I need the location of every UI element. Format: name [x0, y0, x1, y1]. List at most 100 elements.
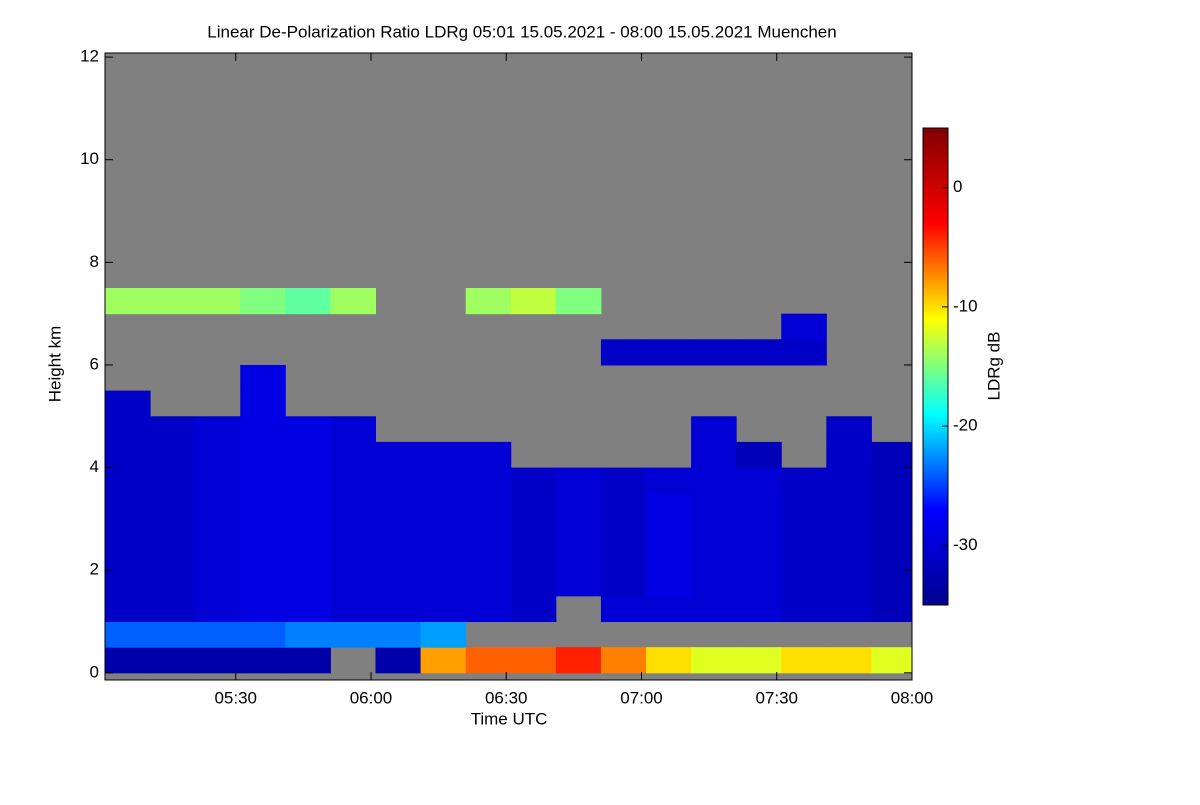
heatmap-cell: [465, 287, 512, 315]
heatmap-cell: [691, 595, 737, 623]
heatmap-cell: [736, 339, 782, 366]
heatmap-cell: [420, 467, 467, 494]
heatmap-cell: [330, 518, 377, 546]
heatmap-cell: [871, 544, 912, 571]
heatmap-cell: [240, 544, 286, 571]
heatmap-cell: [330, 416, 377, 443]
heatmap-cell: [105, 287, 151, 315]
heatmap-cell: [420, 647, 467, 674]
heatmap-cell: [736, 518, 782, 546]
heatmap-cell: [240, 441, 286, 469]
heatmap-cell: [826, 416, 872, 443]
y-axis-label: Height km: [45, 326, 64, 403]
heatmap-cell: [465, 570, 512, 597]
heatmap-cell: [510, 287, 557, 315]
heatmap-cell: [465, 493, 512, 520]
x-tick-label: 06:00: [350, 688, 393, 707]
heatmap-cell: [375, 544, 422, 571]
heatmap-cell: [781, 493, 827, 520]
x-tick-label: 08:00: [891, 688, 934, 707]
heatmap-cell: [375, 621, 422, 648]
heatmap-cell: [240, 364, 286, 392]
colorbar-tick-label: -30: [953, 535, 978, 554]
heatmap-cell: [826, 647, 872, 674]
heatmap-cell: [150, 595, 196, 623]
heatmap-cell: [600, 339, 647, 366]
heatmap-cell: [240, 416, 286, 443]
y-tick-label: 0: [90, 662, 99, 681]
heatmap-cell: [465, 441, 512, 469]
heatmap-cell: [285, 595, 331, 623]
heatmap-cell: [195, 518, 241, 546]
heatmap-cell: [510, 595, 557, 623]
heatmap-cell: [826, 467, 872, 494]
heatmap-cell: [781, 570, 827, 597]
heatmap-cell: [555, 467, 602, 494]
heatmap-cell: [600, 467, 647, 494]
heatmap-cell: [781, 518, 827, 546]
heatmap-cell: [105, 518, 151, 546]
heatmap-cell: [420, 441, 467, 469]
heatmap-cell: [195, 287, 241, 315]
heatmap-cell: [510, 647, 557, 674]
heatmap-cell: [691, 493, 737, 520]
heatmap-cell: [195, 595, 241, 623]
heatmap-cell: [691, 467, 737, 494]
heatmap-cell: [600, 647, 647, 674]
colorbar-tick-label: 0: [953, 177, 962, 196]
heatmap-cell: [736, 570, 782, 597]
heatmap-cell: [826, 570, 872, 597]
y-tick-label: 2: [90, 560, 99, 579]
heatmap-cell: [510, 493, 557, 520]
heatmap-cell: [736, 441, 782, 469]
heatmap-cell: [736, 493, 782, 520]
heatmap-cell: [736, 467, 782, 494]
heatmap-cell: [240, 621, 286, 648]
heatmap-cell: [555, 493, 602, 520]
heatmap-cell: [465, 467, 512, 494]
heatmap-cell: [330, 467, 377, 494]
heatmap-cell: [555, 570, 602, 597]
heatmap-cell: [781, 313, 827, 340]
colorbar-tick-label: -20: [953, 416, 978, 435]
chart-title: Linear De-Polarization Ratio LDRg 05:01 …: [207, 22, 836, 41]
colorbar-label: LDRg dB: [984, 332, 1003, 401]
heatmap-cell: [871, 570, 912, 597]
colorbar-tick-label: -10: [953, 296, 978, 315]
heatmap-cell: [646, 339, 692, 366]
heatmap-cell: [465, 595, 512, 623]
heatmap-cell: [150, 493, 196, 520]
heatmap-cell: [736, 647, 782, 674]
heatmap-cell: [105, 390, 151, 417]
heatmap-cell: [375, 570, 422, 597]
heatmap-cell: [646, 544, 692, 571]
heatmap-cell: [555, 287, 602, 315]
heatmap-cell: [646, 647, 692, 674]
heatmap-cell: [285, 467, 331, 494]
heatmap-cell: [646, 467, 692, 494]
y-tick-label: 12: [80, 47, 99, 66]
heatmap-cell: [510, 570, 557, 597]
heatmap-cell: [195, 416, 241, 443]
y-tick-label: 4: [90, 457, 99, 476]
heatmap-cell: [555, 518, 602, 546]
heatmap-cell: [105, 441, 151, 469]
heatmap-cell: [330, 287, 377, 315]
heatmap-cell: [240, 518, 286, 546]
x-axis-label: Time UTC: [471, 709, 548, 728]
heatmap-cell: [105, 493, 151, 520]
heatmap-cell: [826, 544, 872, 571]
heatmap-cell: [871, 518, 912, 546]
heatmap-cell: [285, 441, 331, 469]
heatmap-cell: [691, 416, 737, 443]
heatmap-cell: [691, 441, 737, 469]
heatmap-cell: [871, 647, 912, 674]
heatmap-cell: [375, 441, 422, 469]
heatmap-cell: [330, 621, 377, 648]
heatmap-cell: [781, 595, 827, 623]
heatmap-cell: [240, 570, 286, 597]
heatmap-cell: [826, 441, 872, 469]
heatmap-cell: [465, 544, 512, 571]
x-tick-label: 07:30: [755, 688, 798, 707]
